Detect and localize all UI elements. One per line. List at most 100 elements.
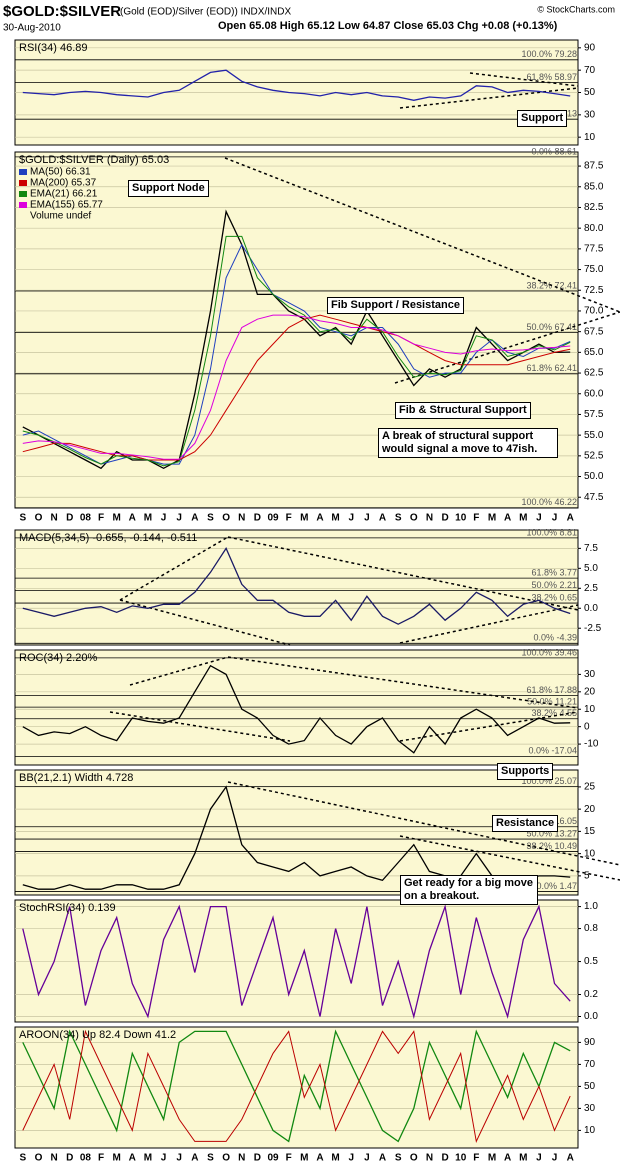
y-tick-label: 62.5 xyxy=(584,368,604,379)
plot-area xyxy=(14,1026,579,1149)
x-tick-label: A xyxy=(129,513,136,524)
x-tick-label: O xyxy=(35,1153,43,1164)
y-tick-label: 0.0 xyxy=(584,1011,598,1022)
x-tick-label: N xyxy=(426,513,433,524)
y-tick-label: 60.0 xyxy=(584,388,604,399)
x-tick-label: J xyxy=(552,1153,558,1164)
series-line xyxy=(22,314,571,461)
x-tick-label: D xyxy=(66,513,73,524)
x-tick-label: F xyxy=(98,1153,104,1164)
y-tick-label: 47.5 xyxy=(584,492,604,503)
panel-label: BB(21,2.1) Width 4.728 xyxy=(19,772,133,784)
y-tick-label: 50 xyxy=(584,1081,596,1092)
x-tick-label: N xyxy=(238,1153,245,1164)
y-tick-label: 0.0 xyxy=(584,603,598,614)
x-tick-label: D xyxy=(441,1153,448,1164)
x-tick-label: 09 xyxy=(267,1153,279,1164)
y-tick-label: 77.5 xyxy=(584,244,604,255)
series-line xyxy=(22,209,571,470)
legend-entry: Volume undef xyxy=(30,211,91,222)
y-tick-label: 0.2 xyxy=(584,989,598,1000)
fib-label: 50.0% 2.21 xyxy=(531,580,577,590)
legend-entry: EMA(155) 65.77 xyxy=(30,200,103,211)
x-tick-label: S xyxy=(395,513,402,524)
x-tick-label: D xyxy=(254,1153,261,1164)
annotation: Fib & Structural Support xyxy=(395,402,531,419)
x-tick-label: M xyxy=(112,513,120,524)
panel-label: MACD(5,34,5) -0.655, -0.144, -0.511 xyxy=(19,532,197,544)
x-tick-label: J xyxy=(348,1153,354,1164)
y-tick-label: 0 xyxy=(584,721,590,732)
y-tick-label: 82.5 xyxy=(584,202,604,213)
plot-area xyxy=(14,529,579,646)
y-tick-label: 20 xyxy=(584,686,596,697)
series-line xyxy=(22,664,571,754)
x-tick-label: O xyxy=(35,513,43,524)
series-line xyxy=(22,69,571,101)
y-tick-label: 30 xyxy=(584,669,596,680)
trend-line xyxy=(399,835,620,881)
x-tick-label: J xyxy=(161,1153,167,1164)
trend-line xyxy=(227,781,620,866)
x-tick-label: M xyxy=(300,1153,308,1164)
annotation: Support Node xyxy=(128,180,209,197)
legend-swatch xyxy=(19,180,27,186)
x-tick-label: F xyxy=(98,513,104,524)
fib-label: 0.0% -17.04 xyxy=(528,746,577,756)
x-tick-label: F xyxy=(473,1153,479,1164)
legend-swatch xyxy=(19,169,27,175)
x-tick-label: A xyxy=(191,1153,198,1164)
date: 30-Aug-2010 xyxy=(3,23,61,34)
y-tick-label: 75.0 xyxy=(584,264,604,275)
x-tick-label: 09 xyxy=(267,513,279,524)
y-tick-label: 1.0 xyxy=(584,901,598,912)
y-tick-label: 10 xyxy=(584,848,596,859)
x-tick-label: A xyxy=(567,513,574,524)
y-tick-label: 65.0 xyxy=(584,347,604,358)
series-line xyxy=(22,547,571,625)
fib-label: 100.0% 79.28 xyxy=(521,49,577,59)
fib-label: 50.0% 11.21 xyxy=(527,697,577,707)
panel-label: RSI(34) 46.89 xyxy=(19,42,87,54)
x-tick-label: F xyxy=(473,513,479,524)
y-tick-label: 87.5 xyxy=(584,161,604,172)
watermark: © StockCharts.com xyxy=(537,4,615,14)
y-tick-label: 57.5 xyxy=(584,409,604,420)
y-tick-label: 15 xyxy=(584,826,596,837)
trend-line xyxy=(469,72,579,87)
annotation: Resistance xyxy=(492,815,559,832)
trend-line xyxy=(109,711,291,742)
x-tick-label: O xyxy=(222,513,230,524)
fib-label: 0.0% 88.61 xyxy=(531,146,577,156)
x-tick-label: A xyxy=(129,1153,136,1164)
fib-label: 61.8% 58.97 xyxy=(526,72,577,82)
x-tick-label: J xyxy=(176,513,182,524)
trend-line xyxy=(119,536,229,601)
x-tick-label: 10 xyxy=(455,513,467,524)
fib-label: 100.0% 8.81 xyxy=(526,527,577,537)
fib-label: 50.0% 67.41 xyxy=(526,322,577,332)
y-tick-label: 70.0 xyxy=(584,306,604,317)
y-tick-label: 67.5 xyxy=(584,326,604,337)
y-tick-label: 5 xyxy=(584,871,590,882)
x-tick-label: S xyxy=(19,1153,26,1164)
x-tick-label: D xyxy=(254,513,261,524)
series-line xyxy=(22,235,571,467)
quote: Open 65.08 High 65.12 Low 64.87 Close 65… xyxy=(218,20,558,32)
x-tick-label: M xyxy=(519,513,527,524)
fib-label: 61.8% 17.88 xyxy=(526,685,577,695)
annotation: A break of structural support would sign… xyxy=(378,428,558,458)
x-tick-label: M xyxy=(112,1153,120,1164)
x-tick-label: O xyxy=(222,1153,230,1164)
fib-label: 38.2% 4.55 xyxy=(531,708,577,718)
y-tick-label: 2.5 xyxy=(584,583,598,594)
x-tick-label: O xyxy=(410,513,418,524)
panel-label: ROC(34) 2.20% xyxy=(19,652,97,664)
x-tick-label: S xyxy=(207,513,214,524)
annotation: Get ready for a big move on a breakout. xyxy=(400,875,538,905)
x-tick-label: D xyxy=(441,513,448,524)
x-tick-label: A xyxy=(316,1153,323,1164)
trend-line xyxy=(399,604,579,644)
trend-line xyxy=(119,599,291,646)
